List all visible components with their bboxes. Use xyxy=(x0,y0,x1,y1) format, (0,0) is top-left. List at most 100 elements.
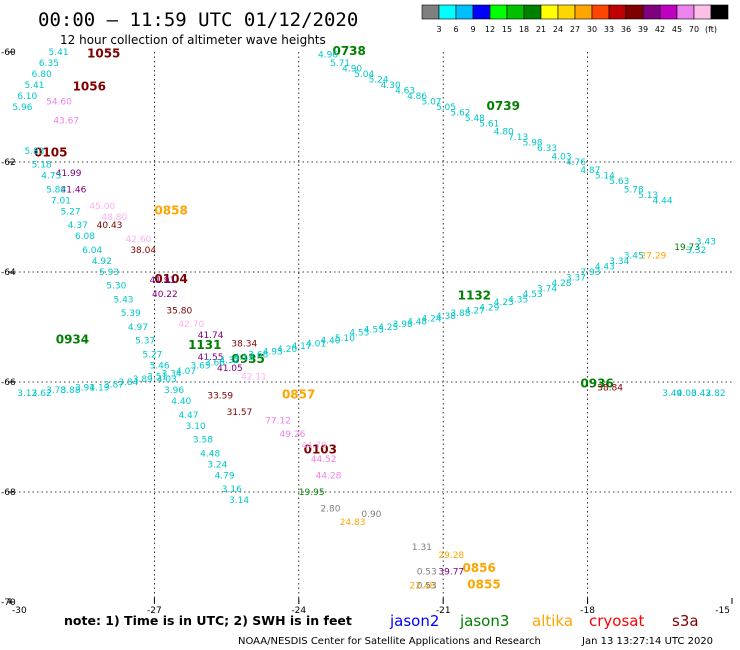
pass-time-label: 0936 xyxy=(580,377,613,391)
wave-height-label: 24.83 xyxy=(340,518,366,528)
wave-height-label: 3.14 xyxy=(229,496,249,506)
wave-height-label: 4.96 xyxy=(318,51,338,61)
wave-height-label: 3.43 xyxy=(696,238,716,248)
wave-height-label: 7.13 xyxy=(508,133,528,143)
wave-height-label: 4.76 xyxy=(566,158,586,168)
wave-height-label: 3.34 xyxy=(162,370,182,380)
wave-height-label: 0.53 xyxy=(417,581,437,591)
wave-height-label: 3.89 xyxy=(133,375,153,385)
footer-timestamp: Jan 13 13:27:14 UTC 2020 xyxy=(581,636,713,647)
wave-height-label: 4.79 xyxy=(215,471,235,481)
colorbar-tick-label: 39 xyxy=(638,25,648,34)
y-tick-label: -62 xyxy=(1,158,16,168)
wave-height-label: 48.80 xyxy=(101,213,127,223)
pass-time-label: 0935 xyxy=(231,352,264,366)
wave-height-label: 5.07 xyxy=(422,97,442,107)
wave-height-label: 5.98 xyxy=(523,139,543,149)
wave-height-label: 4.40 xyxy=(320,337,340,347)
wave-height-label: 4.28 xyxy=(552,279,572,289)
wave-height-label: 44.28 xyxy=(316,471,342,481)
colorbar-tick-label: 12 xyxy=(485,25,495,34)
wave-height-label: 29.28 xyxy=(438,551,464,561)
colorbar-swatch xyxy=(625,4,644,20)
wave-height-label: 5.43 xyxy=(113,295,133,305)
colorbar-tick-label: 24 xyxy=(553,25,563,34)
wave-height-label: 3.45 xyxy=(624,251,644,261)
wave-height-label: 3.51 xyxy=(147,372,167,382)
wave-height-label: 5.27 xyxy=(142,350,162,360)
wave-height-label: 4.90 xyxy=(342,64,362,74)
x-tick-label: -21 xyxy=(436,606,451,616)
wave-height-label: 3.12 xyxy=(17,389,37,399)
wave-height-label: 4.48 xyxy=(200,449,220,459)
wave-height-label: 2.82 xyxy=(706,389,726,399)
colorbar-tick-label: 15 xyxy=(502,25,512,34)
wave-height-label: 4.24 xyxy=(422,315,442,325)
wave-height-label: 5.39 xyxy=(121,309,141,319)
colorbar-swatch xyxy=(591,4,610,20)
wave-height-label: 38.34 xyxy=(231,339,257,349)
wave-height-label: 5.62 xyxy=(450,108,470,118)
colorbar-tick-label: 36 xyxy=(621,25,631,34)
wave-height-label: 22.48 xyxy=(410,581,436,591)
legend-entry-s3a: s3a xyxy=(672,612,699,630)
footer-credit: NOAA/NESDIS Center for Satellite Applica… xyxy=(238,636,541,647)
wave-height-label: 38.84 xyxy=(597,383,623,393)
wave-height-label: 41.46 xyxy=(61,185,87,195)
wave-height-label: 5.41 xyxy=(49,48,69,58)
wave-height-label: 0.53 xyxy=(417,568,437,578)
wave-height-label: 5.37 xyxy=(135,337,155,347)
wave-height-label: 4.63 xyxy=(395,86,415,96)
wave-height-label: 44.79 xyxy=(301,441,327,451)
wave-height-label: 5.96 xyxy=(12,103,32,113)
wave-height-label: 5.13 xyxy=(638,191,658,201)
wave-height-label: 40.22 xyxy=(152,290,178,300)
colorbar-swatch xyxy=(489,4,508,20)
wave-height-label: 4.07 xyxy=(176,367,196,377)
pass-time-label: 1055 xyxy=(87,47,120,61)
colorbar-tick-label: 42 xyxy=(655,25,665,34)
wave-height-label: 2.80 xyxy=(320,504,340,514)
wave-height-label: 4.35 xyxy=(508,295,528,305)
wave-height-label: 40.43 xyxy=(97,221,123,231)
wave-height-label: 7.93 xyxy=(580,268,600,278)
colorbar-swatch xyxy=(676,4,695,20)
wave-height-label: 4.17 xyxy=(292,342,312,352)
satellite-legend: jason2 jason3 altika cryosat s3a xyxy=(389,612,699,630)
legend-entry-altika: altika xyxy=(532,612,573,630)
wave-height-label: 3.58 xyxy=(193,436,213,446)
colorbar-tick-label: 33 xyxy=(604,25,614,34)
wave-height-label: 41.91 xyxy=(150,276,176,286)
wave-height-label: 3.24 xyxy=(207,460,227,470)
wave-height-label: 6.04 xyxy=(82,246,102,256)
colorbar-swatch xyxy=(693,4,712,20)
footer-note: note: 1) Time is in UTC; 2) SWH is in fe… xyxy=(64,613,352,628)
legend-entry-jason2: jason2 xyxy=(389,612,439,630)
chart-subtitle: 12 hour collection of altimeter wave hei… xyxy=(60,33,326,47)
wave-height-label: 4.25 xyxy=(378,323,398,333)
wave-height-label: 4.40 xyxy=(171,397,191,407)
y-tick-label: -68 xyxy=(1,488,16,498)
wave-height-label: 4.32 xyxy=(219,356,239,366)
wave-height-label: 77.12 xyxy=(265,416,291,426)
wave-height-label: 5.78 xyxy=(624,185,644,195)
wave-height-label: 3.88 xyxy=(450,309,470,319)
y-tick-label: -66 xyxy=(1,378,16,388)
wave-height-label: 5.71 xyxy=(330,59,350,69)
wave-height-label: 3.91 xyxy=(75,383,95,393)
legend-entry-jason3: jason3 xyxy=(459,612,509,630)
colorbar-tick-label: 45 xyxy=(672,25,682,34)
wave-height-label: 5.04 xyxy=(354,70,374,80)
pass-time-label: 0105 xyxy=(34,146,67,160)
wave-height-label: 4.53 xyxy=(364,326,384,336)
wave-height-label: 41.55 xyxy=(198,353,224,363)
wave-height-label: 3.78 xyxy=(46,386,66,396)
wave-height-label: 4.44 xyxy=(653,196,673,206)
wave-height-label: 3.10 xyxy=(186,422,206,432)
colorbar-swatch xyxy=(523,4,542,20)
wave-height-label: 4.03 xyxy=(552,152,572,162)
wave-height-label: 3.84 xyxy=(118,378,138,388)
colorbar-tick-label: 30 xyxy=(587,25,597,34)
x-tick-label: -15 xyxy=(715,606,730,616)
